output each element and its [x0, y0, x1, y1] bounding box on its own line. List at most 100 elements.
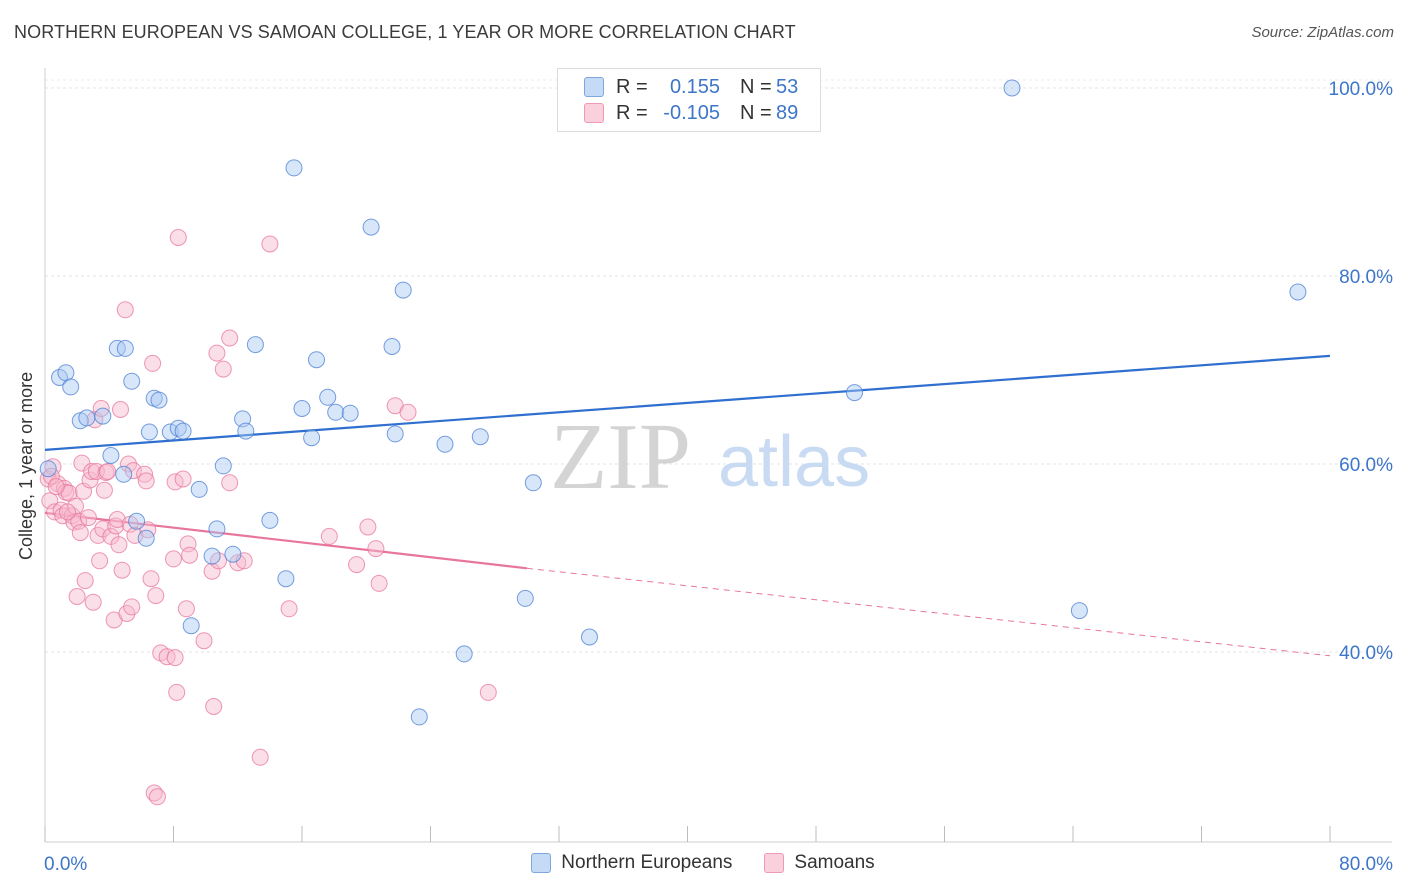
samoan-point — [116, 301, 134, 319]
northern-european-point — [123, 372, 141, 390]
samoan-point — [195, 632, 213, 650]
samoan-point — [174, 470, 192, 488]
northern-european-point — [102, 447, 120, 464]
samoan-point — [47, 478, 65, 496]
trendline-samoan — [526, 567, 1331, 657]
legend-item-samoan[interactable]: Samoans — [764, 852, 875, 874]
source-credit: Source: ZipAtlas.com — [1251, 24, 1394, 41]
northern-european-point — [182, 617, 200, 635]
legend-item-northern[interactable]: Northern Europeans — [531, 852, 732, 874]
northern-european-point — [277, 570, 295, 588]
y-tick-label: 40.0% — [1339, 643, 1393, 664]
northern-european-point — [208, 520, 226, 538]
samoan-point — [359, 518, 377, 536]
legend-n-value: 89 — [776, 101, 799, 124]
northern-european-point — [62, 378, 80, 396]
samoan-point — [68, 588, 86, 605]
legend-row-samoan: R = -0.105 N = 89 — [584, 100, 798, 126]
chart-title: NORTHERN EUROPEAN VS SAMOAN COLLEGE, 1 Y… — [14, 22, 796, 42]
samoan-point — [142, 570, 160, 588]
northern-european-point — [327, 403, 345, 421]
legend-n-label: N = — [740, 101, 772, 124]
legend-label-samoan: Samoans — [794, 852, 875, 873]
northern-european-point — [1003, 79, 1021, 97]
legend-swatch-northern — [531, 853, 552, 873]
tick-labels: 40.0% 60.0% 80.0% 100.0% 0.0% 80.0% — [44, 79, 1393, 875]
legend-n-value: 53 — [776, 75, 799, 98]
samoan-point — [370, 574, 388, 592]
legend-label-northern: Northern Europeans — [561, 852, 733, 873]
legend-swatch-samoan — [584, 103, 604, 123]
watermark-atlas: atlas — [718, 422, 870, 502]
samoan-point — [208, 344, 226, 362]
northern-european-point — [57, 364, 75, 382]
northern-european-point — [394, 281, 412, 299]
samoan-point — [205, 698, 223, 715]
y-axis-label: College, 1 year or more — [16, 371, 36, 560]
samoan-point — [59, 503, 76, 521]
northern-european-point — [128, 512, 146, 530]
samoan-point — [91, 552, 109, 570]
samoan-point — [203, 562, 221, 580]
samoan-point — [165, 550, 182, 568]
samoan-point — [168, 683, 186, 701]
legend-r-label: R = — [616, 75, 648, 98]
northern-european-point — [285, 159, 303, 177]
legend-swatch-northern — [584, 77, 604, 97]
y-tick-label: 100.0% — [1329, 79, 1394, 100]
samoan-point — [112, 401, 129, 418]
samoan-point — [261, 235, 279, 253]
samoan-point — [76, 572, 94, 590]
samoan-point — [177, 600, 195, 618]
samoan-point — [108, 511, 126, 528]
northern-european-point — [383, 338, 401, 355]
northern-european-point — [319, 388, 337, 406]
northern-european-point — [140, 423, 158, 441]
data-points — [39, 79, 1307, 806]
samoan-point — [479, 683, 497, 701]
legend-r-value: -0.105 — [663, 101, 720, 124]
trendline-northern — [44, 354, 1331, 451]
x-tick-label: 0.0% — [44, 854, 87, 875]
northern-european-point — [303, 429, 321, 447]
northern-european-point — [94, 407, 112, 425]
samoan-point — [126, 526, 144, 544]
samoan-point — [251, 748, 269, 766]
northern-european-point — [224, 545, 242, 563]
samoan-point — [124, 462, 142, 480]
northern-european-point — [846, 384, 863, 402]
series-legend: Northern Europeans Samoans — [0, 852, 1406, 874]
legend-n-label: N = — [740, 75, 772, 98]
samoan-point — [136, 465, 154, 483]
northern-european-point — [190, 480, 208, 498]
northern-european-point — [308, 351, 325, 369]
northern-european-point — [386, 425, 404, 443]
samoan-point — [148, 788, 166, 806]
northern-european-point — [1289, 283, 1307, 301]
northern-european-point — [524, 474, 542, 492]
samoan-point — [280, 600, 298, 618]
watermark-zip: ZIP — [550, 405, 691, 509]
samoan-point — [107, 517, 125, 535]
northern-european-point — [1070, 602, 1088, 620]
northern-european-point — [436, 435, 454, 453]
samoan-point — [123, 598, 141, 616]
samoan-point — [52, 501, 70, 519]
x-tick-label: 80.0% — [1339, 854, 1393, 875]
northern-european-point — [581, 628, 598, 646]
watermark: ZIP atlas — [550, 405, 870, 509]
legend-r-value: 0.155 — [669, 75, 720, 98]
samoan-point — [348, 556, 366, 574]
samoan-point — [367, 540, 385, 558]
samoan-point — [113, 561, 131, 579]
northern-european-point — [169, 419, 187, 437]
samoan-point — [229, 554, 247, 572]
northern-european-point — [116, 339, 134, 357]
northern-european-point — [362, 218, 380, 236]
northern-european-point — [246, 336, 264, 354]
northern-european-point — [214, 457, 232, 475]
samoan-point — [181, 546, 199, 564]
legend-r-label: R = — [616, 101, 648, 124]
northern-european-point — [115, 465, 133, 483]
